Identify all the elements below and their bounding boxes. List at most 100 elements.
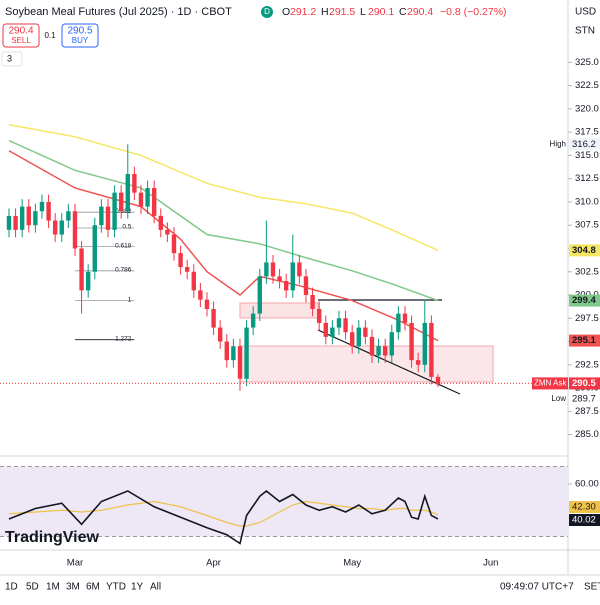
candle-body [79,248,84,291]
y-tick-label: 315.0 [575,150,599,161]
candle-body [46,201,51,221]
logo: TradingView [5,529,100,546]
sell-price[interactable]: 290.4 [8,26,33,37]
candle-body [369,336,375,356]
candle-body [231,346,236,361]
candle-body [165,229,170,235]
candle-body [39,201,45,212]
range-button[interactable]: YTD [106,582,126,593]
ohlc-value: 291.2 [290,6,316,18]
clock: 09:49:07 UTC+7 [500,582,574,593]
x-tick-label: Apr [206,558,221,569]
candle-body [66,211,71,221]
candle-body [323,322,328,337]
fib-label: 0.618 [115,242,132,249]
buy-button[interactable] [61,23,99,48]
candle-body [396,313,401,333]
candle-body [105,206,111,230]
indicator-toggle[interactable] [1,51,23,67]
indicator-count[interactable]: 3 [7,53,12,63]
y-tick-label: 60.00 [575,479,599,490]
ask-label: ZMN Ask [534,379,567,388]
range-button[interactable]: 1D [5,582,18,593]
fib-label: 0.5 [122,224,131,231]
candle-body [132,174,137,193]
range-button[interactable]: 3M [66,582,80,593]
candle-body [257,276,262,314]
change: −0.8 (−0.27%) [440,6,507,18]
candle-body [6,215,12,230]
candle-body [204,299,210,309]
range-button[interactable]: 6M [86,582,100,593]
candle-body [310,295,315,309]
candle-body [277,276,282,282]
candle-body [330,327,335,337]
moving-average [8,123,439,252]
range-button[interactable]: All [150,582,161,593]
sell-label[interactable]: SELL [11,36,31,45]
y-tick-label: 310.0 [575,196,599,207]
moving-average [8,139,439,302]
candle-body [184,267,190,272]
range-button[interactable]: 5D [26,582,39,593]
candle-body [224,341,229,361]
candle-body [409,322,414,361]
y-tick-label: 320.0 [575,103,599,114]
fib-label: 0.786 [115,267,132,274]
candle-body [52,220,58,235]
candle-body [264,262,269,277]
candle-body [211,308,216,328]
buy-price[interactable]: 290.5 [67,26,92,37]
candle-body [376,346,381,356]
candle-body [151,187,157,216]
ohlc-key: O [282,6,290,18]
y-tick-label: 292.5 [575,359,599,370]
price-tag-label: 295.1 [572,335,596,346]
candle-body [356,327,361,347]
candle-body [125,174,130,212]
buy-label[interactable]: BUY [72,36,89,45]
title: Soybean Meal Futures (Jul 2025) · 1D · C… [5,6,232,18]
candle-body [389,332,394,356]
sell-button[interactable] [2,23,40,48]
candle-body [118,192,124,212]
candle-body [270,262,276,277]
candle-body [422,322,427,365]
y-tick-label: 297.5 [575,313,599,324]
price-tag [532,377,568,390]
rsi-value: 42.30 [572,502,596,513]
ohlc-value: 291.5 [329,6,355,18]
candle-body [112,192,117,230]
ohlc-key: C [399,6,407,18]
y-tick-label: 307.5 [575,220,599,231]
x-tick-label: May [343,558,361,569]
candle-body [158,215,163,230]
ohlc-value: 290.4 [407,6,433,18]
candle-body [72,211,78,249]
candle-body [26,206,31,226]
price-tag [569,138,600,151]
price-tag [569,377,600,390]
session[interactable]: SET [584,582,600,593]
fib-label: 1 [128,296,132,303]
candle-body [303,276,309,296]
candle-body [145,187,150,207]
candle-body [171,234,177,254]
unit[interactable]: STN [575,26,595,37]
candle-body [297,262,302,277]
y-tick-label: 325.0 [575,57,599,68]
ohlc-key: L [360,6,366,18]
range-button[interactable]: 1M [46,582,60,593]
range-button[interactable]: 1Y [131,582,144,593]
candle-body [19,206,25,230]
currency[interactable]: USD [575,7,596,18]
candle-body [283,281,289,291]
candle-body [382,346,388,356]
high-value: 316.2 [572,139,596,150]
rsi-line [8,500,439,527]
status: D [264,7,270,16]
rsi-value: 40.02 [572,515,596,526]
candle-body [217,327,223,342]
fib-label: 1.272 [115,335,132,342]
ask-value: 290.5 [572,378,596,389]
